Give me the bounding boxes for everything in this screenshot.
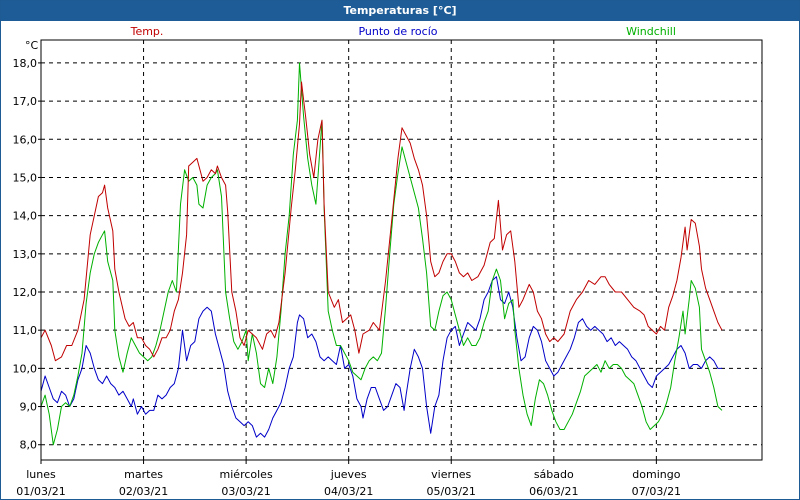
x-tick-day: viernes (431, 468, 471, 481)
y-tick-label: 8,0 (20, 439, 38, 452)
x-tick-date: 05/03/21 (427, 485, 476, 498)
x-tick-date: 01/03/21 (16, 485, 65, 498)
series-line-temp (40, 81, 723, 362)
y-tick-label: 17,0 (13, 95, 38, 108)
y-tick-label: 9,0 (20, 401, 38, 414)
x-tick-date: 07/03/21 (632, 485, 681, 498)
series-line-dew-point (40, 276, 722, 438)
x-tick-day: jueves (330, 468, 367, 481)
legend-windchill: Windchill (626, 25, 676, 38)
plot-area-border (40, 39, 763, 461)
y-tick-label: 10,0 (13, 362, 38, 375)
legend-temp: Temp. (130, 25, 164, 38)
y-tick-label: 13,0 (13, 248, 38, 261)
x-tick-day: miércoles (220, 468, 273, 481)
x-tick-day: sábado (534, 468, 574, 481)
legend-dew-point: Punto de rocío (358, 25, 437, 38)
x-axis-ticks: lunes 01/03/21 martes 02/03/21 miércoles 03/0… (16, 468, 681, 498)
x-tick-day: domingo (632, 468, 680, 481)
x-tick-date: 04/03/21 (324, 485, 373, 498)
chart-series (40, 62, 723, 446)
x-tick-date: 02/03/21 (119, 485, 168, 498)
y-tick-label: 16,0 (13, 133, 38, 146)
chart-grid (38, 40, 762, 464)
x-tick-date: 03/03/21 (221, 485, 270, 498)
y-tick-label: 14,0 (13, 210, 38, 223)
x-tick-day: martes (124, 468, 163, 481)
series-line-windchill (40, 62, 723, 446)
y-axis-unit: °C (25, 39, 39, 52)
y-tick-label: 15,0 (13, 171, 38, 184)
y-tick-label: 11,0 (13, 324, 38, 337)
y-tick-label: 12,0 (13, 286, 38, 299)
window-title: Temperaturas [°C] (1, 1, 799, 21)
y-tick-label: 18,0 (13, 57, 38, 70)
x-tick-day: lunes (26, 468, 56, 481)
x-tick-date: 06/03/21 (529, 485, 578, 498)
y-axis-ticks: 8,0 9,0 10,0 11,0 12,0 13,0 14,0 15,0 16,0 17,0 18… (13, 57, 38, 452)
